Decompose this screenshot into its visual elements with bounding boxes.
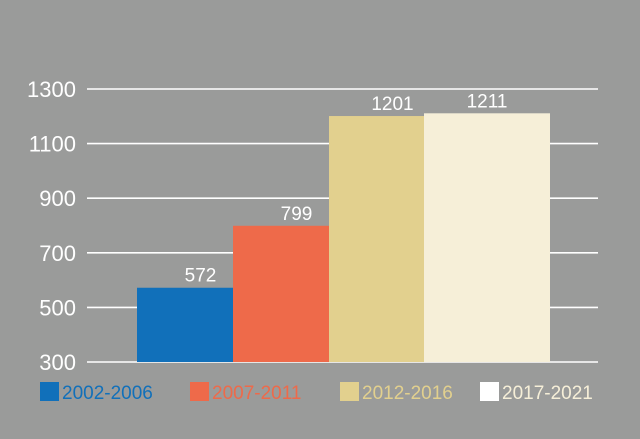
legend-swatch-2012-2016 [340,382,359,401]
legend-label-2007-2011: 2007-2011 [212,383,301,404]
legend-swatch-2017-2021 [480,382,499,401]
legend-label-2012-2016: 2012-2016 [362,383,453,404]
value-label-2012-2016: 1201 [371,94,413,115]
value-label-2002-2006: 572 [185,266,217,287]
value-label-2007-2011: 799 [281,204,313,225]
legend-swatch-2002-2006 [40,382,59,401]
y-axis-ticks: 300 500 700 900 1100 1300 [27,77,76,375]
y-tick-label-500: 500 [39,295,76,320]
y-tick-label-1300: 1300 [27,77,76,102]
bars [137,113,550,362]
value-label-2017-2021: 1211 [467,91,508,112]
y-tick-label-900: 900 [39,186,76,211]
legend-item-2007-2011: 2007-2011 [190,382,301,404]
legend-item-2002-2006: 2002-2006 [40,382,153,404]
y-tick-label-1100: 1100 [29,132,76,157]
y-tick-label-300: 300 [39,350,76,375]
legend: 2002-2006 2007-2011 2012-2016 2017-2021 [40,382,593,404]
legend-label-2002-2006: 2002-2006 [62,383,153,404]
legend-label-2017-2021: 2017-2021 [502,383,593,404]
legend-item-2012-2016: 2012-2016 [340,382,453,404]
y-tick-label-700: 700 [39,241,76,266]
bar-2017-2021 [424,113,550,362]
value-labels: 572 799 1201 1211 [185,91,508,286]
legend-swatch-2007-2011 [190,382,209,401]
legend-item-2017-2021: 2017-2021 [480,382,593,404]
